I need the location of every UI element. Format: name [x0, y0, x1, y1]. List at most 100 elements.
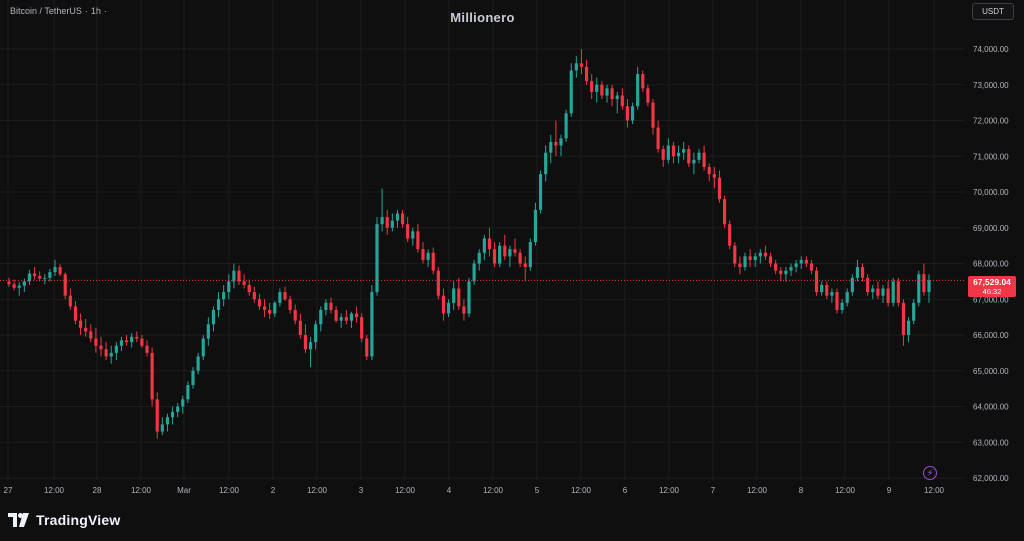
candle-body — [518, 252, 522, 264]
candle-body — [886, 288, 890, 303]
candle-body — [247, 284, 251, 293]
candle-body — [692, 159, 696, 164]
last-price-label: 67,529.04 46:32 — [968, 276, 1016, 297]
candle-body — [574, 63, 578, 71]
candle-body — [661, 149, 665, 160]
candle-body — [697, 152, 701, 160]
candle-body — [375, 224, 379, 293]
candle-body — [753, 256, 757, 260]
chart-watermark: Millionero — [450, 10, 515, 25]
candle-body — [196, 356, 200, 371]
candle-body — [610, 88, 614, 100]
candle-body — [84, 327, 88, 332]
candle-body — [339, 317, 343, 321]
y-tick-label: 67,000.00 — [973, 295, 1009, 304]
candle-body — [27, 273, 32, 282]
candle-body — [181, 399, 185, 407]
candle-body — [99, 345, 103, 350]
candle-body — [876, 288, 880, 296]
candle-body — [830, 292, 834, 296]
x-tick-label: 28 — [93, 486, 102, 495]
candle-body — [687, 149, 691, 164]
candle-body — [896, 281, 900, 303]
candle-body — [472, 263, 476, 282]
x-tick-label: 12:00 — [483, 486, 504, 495]
y-tick-label: 66,000.00 — [973, 331, 1009, 340]
currency-button[interactable]: USDT — [972, 3, 1014, 20]
x-tick-label: 4 — [447, 486, 452, 495]
candle-body — [119, 340, 124, 346]
y-tick-label: 68,000.00 — [973, 260, 1009, 269]
candle-body — [528, 242, 532, 268]
candle-body — [293, 309, 297, 321]
candle-body — [768, 256, 773, 264]
candle-body — [733, 245, 737, 264]
candle-body — [319, 309, 323, 325]
candle-body — [912, 302, 916, 321]
x-tick-label: 9 — [887, 486, 892, 495]
symbol-name: Bitcoin / TetherUS — [10, 6, 82, 16]
candle-body — [779, 270, 783, 275]
y-tick-label: 62,000.00 — [973, 474, 1009, 483]
bottom-bar — [0, 500, 1024, 541]
separator-dot: · — [103, 6, 107, 16]
last-price-value: 67,529.04 — [973, 277, 1011, 287]
candle-body — [145, 345, 149, 353]
x-tick-label: 6 — [623, 486, 628, 495]
candle-body — [569, 70, 573, 114]
candle-body — [579, 63, 584, 67]
x-tick-label: Mar — [177, 486, 191, 495]
candle-body — [457, 288, 461, 307]
candle-body — [365, 338, 369, 357]
candle-body — [222, 292, 226, 300]
candle-body — [595, 84, 599, 92]
candle-body — [794, 263, 798, 268]
candle-body — [354, 313, 359, 318]
candle-body — [416, 231, 420, 250]
x-tick-label: 12:00 — [44, 486, 65, 495]
candle-body — [881, 288, 885, 296]
candle-body — [32, 273, 37, 277]
candle-body — [625, 106, 630, 121]
candle-body — [165, 417, 170, 425]
candle-body — [809, 263, 814, 271]
candle-body — [257, 299, 262, 307]
candle-body — [176, 406, 180, 412]
candle-body — [605, 88, 609, 96]
x-tick-label: 3 — [359, 486, 364, 495]
candle-body — [43, 277, 47, 279]
x-tick-label: 12:00 — [924, 486, 945, 495]
lightning-icon[interactable]: ⚡ — [923, 466, 937, 480]
candle-body — [758, 252, 762, 257]
candle-body — [201, 338, 205, 357]
candle-body — [600, 84, 604, 96]
candle-body — [728, 224, 732, 246]
candle-body — [273, 302, 277, 314]
chart-area[interactable] — [0, 0, 965, 480]
candle-body — [380, 217, 384, 225]
candle-body — [400, 213, 405, 225]
candle-body — [646, 88, 650, 103]
candle-body — [349, 313, 354, 321]
candle-body — [431, 252, 435, 271]
candle-body — [845, 292, 849, 303]
candle-body — [656, 127, 660, 150]
x-tick-label: 12:00 — [835, 486, 856, 495]
symbol-title[interactable]: Bitcoin / TetherUS · 1h · — [10, 6, 110, 16]
candle-body — [702, 152, 706, 167]
candle-body — [492, 249, 497, 264]
candle-body — [94, 338, 98, 346]
candle-body — [22, 281, 26, 286]
candle-body — [784, 270, 788, 275]
candle-body — [211, 309, 216, 325]
candle-body — [738, 263, 742, 268]
candle-body — [262, 306, 267, 310]
candle-body — [114, 345, 118, 353]
candle-body — [712, 174, 716, 178]
candle-body — [446, 302, 451, 314]
candle-body — [855, 267, 860, 278]
tradingview-logo[interactable]: TradingView — [8, 512, 120, 528]
candle-body — [871, 288, 875, 293]
logo-text: TradingView — [36, 512, 121, 528]
